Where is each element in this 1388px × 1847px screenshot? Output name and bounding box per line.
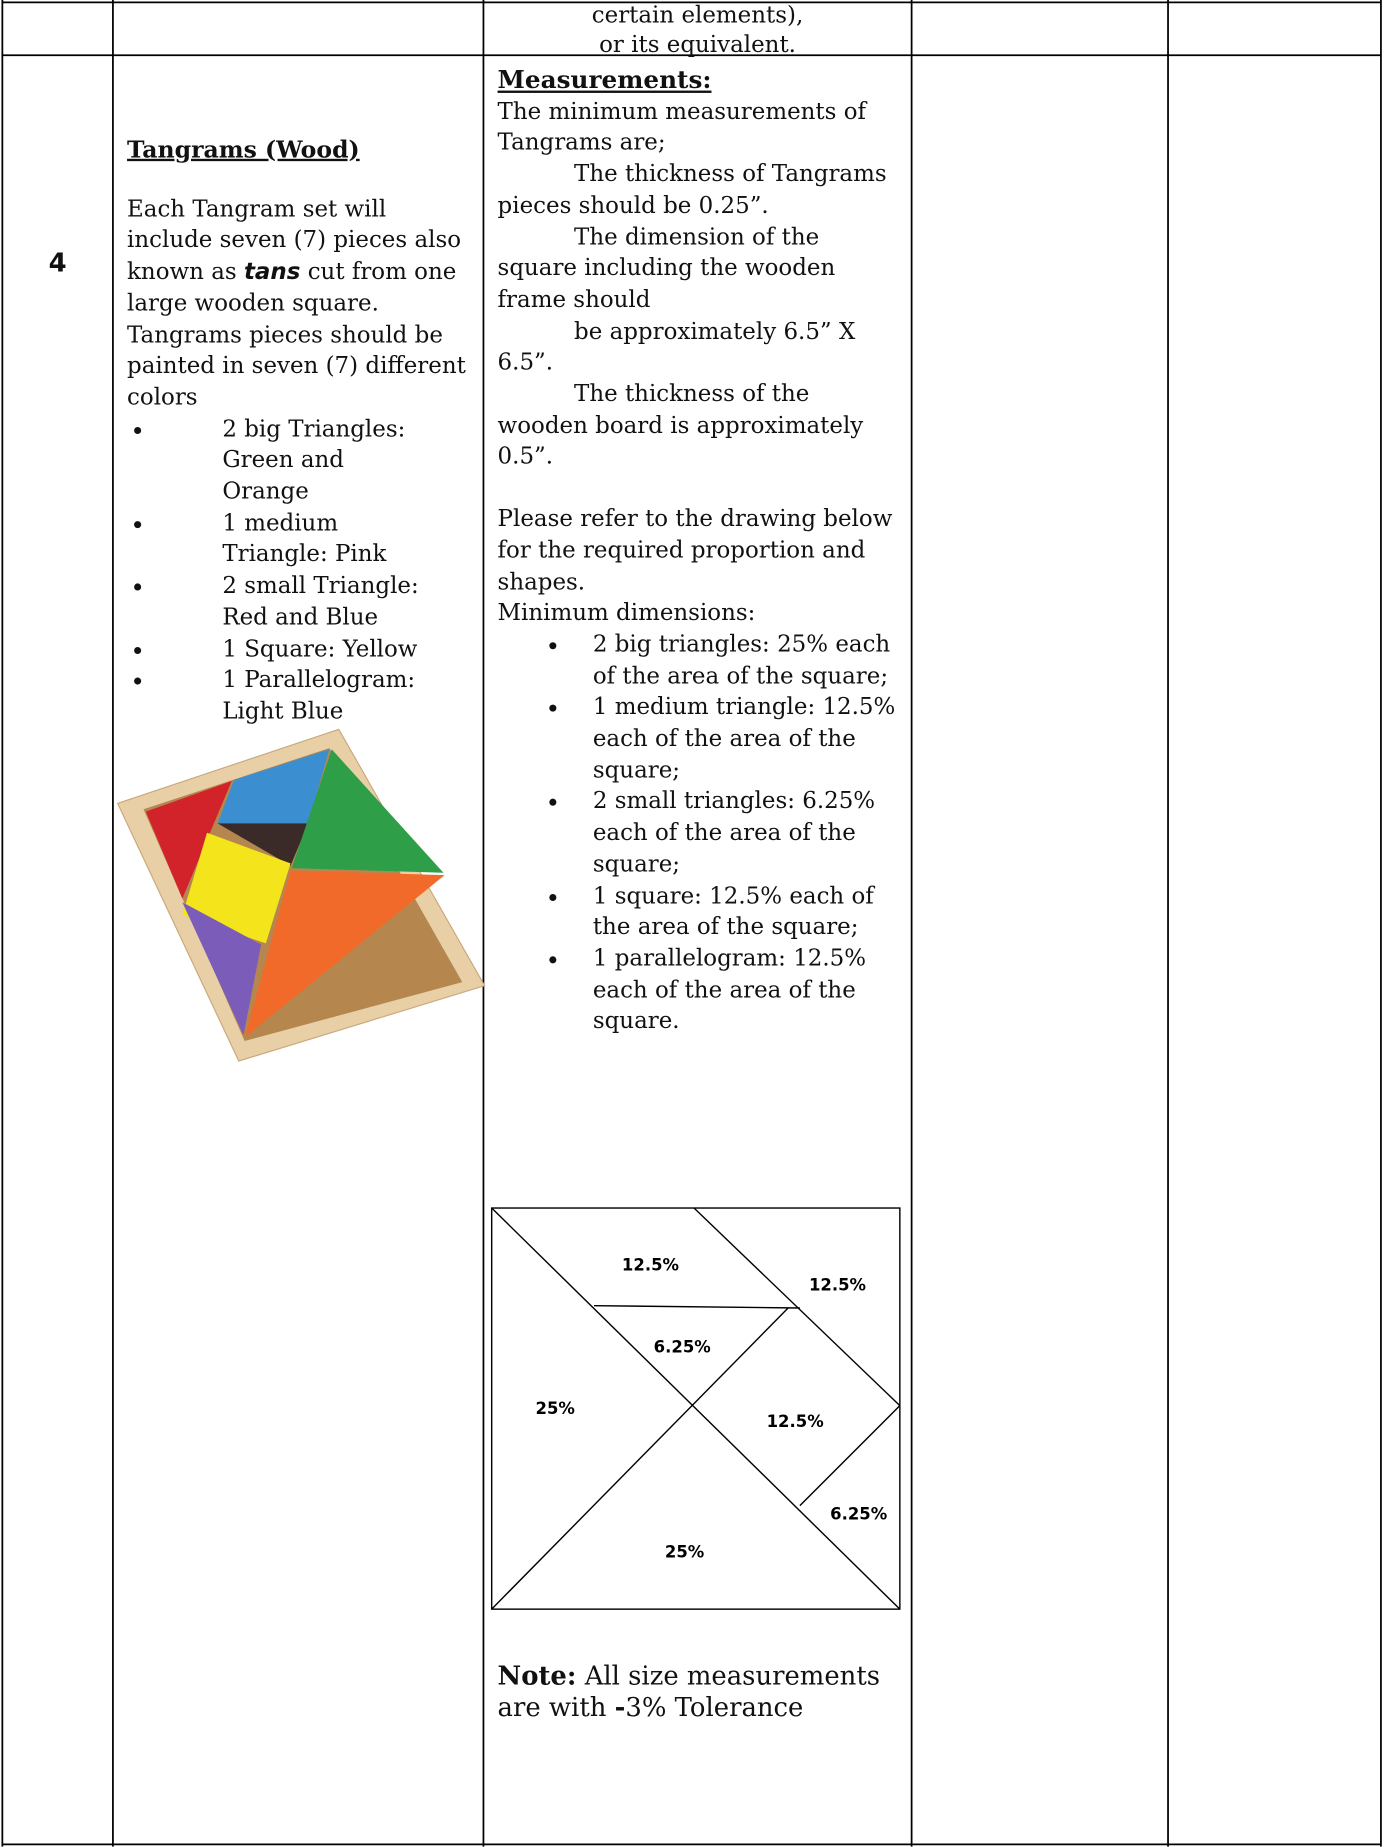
text: cut from one large wooden square. Tangra… — [127, 257, 466, 411]
text-line: certain elements), — [591, 1, 804, 29]
tangram-photo — [116, 728, 486, 1062]
spec-continued: certain elements), or its equivalent. — [483, 0, 911, 59]
item-description: Each Tangram set will include seven (7) … — [127, 194, 468, 414]
spec-intro: The minimum measurements of Tangrams are… — [497, 97, 867, 156]
diagram-label: 12.5% — [622, 1255, 679, 1274]
spec-cell: Measurements: The minimum measurements o… — [498, 65, 904, 1038]
text: - — [614, 1692, 626, 1724]
note-label: Note: — [497, 1660, 577, 1692]
spec-heading: Measurements: — [497, 64, 712, 95]
dimension-item: 2 small triangles: 6.25% each of the are… — [549, 786, 905, 880]
diagram-label: 25% — [536, 1399, 575, 1418]
requirements: The thickness of Tangrams pieces should … — [498, 159, 904, 473]
item-cell: Tangrams (Wood) Each Tangram set will in… — [127, 134, 468, 728]
emphasis: tans — [243, 257, 301, 285]
diagram-label: 12.5% — [809, 1275, 866, 1294]
reference: Please refer to the drawing below for th… — [497, 504, 893, 595]
requirement: The thickness of the wooden board is app… — [497, 379, 864, 470]
text: All size measurements are with — [497, 1662, 881, 1724]
text: Each Tangram set will include seven (7) … — [127, 194, 462, 285]
item-number: 4 — [48, 249, 67, 279]
text-line: or its equivalent. — [599, 30, 796, 58]
piece-item: 1 medium Triangle: Pink — [134, 508, 423, 571]
diagram-label: 25% — [665, 1542, 704, 1561]
note: Note: All size measurements are with -3%… — [498, 1661, 910, 1725]
dimension-item: 2 big triangles: 25% each of the area of… — [549, 629, 905, 692]
diagram-label: 6.25% — [830, 1505, 887, 1524]
piece-item: 2 small Triangle: Red and Blue — [134, 571, 423, 634]
requirement: be approximately 6.5” X 6.5”. — [497, 317, 856, 376]
requirement: The dimension of the square including th… — [497, 222, 836, 313]
dimension-list: 2 big triangles: 25% each of the area of… — [549, 629, 905, 1037]
dimensions-heading: Minimum dimensions: — [497, 599, 756, 627]
piece-item: 1 Square: Yellow — [134, 633, 423, 664]
tangram-diagram: 12.5% 12.5% 6.25% 25% 12.5% 6.25% 25% — [490, 1207, 901, 1610]
requirement: The thickness of Tangrams pieces should … — [497, 160, 887, 219]
diagram-label: 6.25% — [654, 1338, 711, 1357]
piece-list: 2 big Triangles: Green and Orange 1 mediu… — [134, 414, 423, 728]
piece-item: 2 big Triangles: Green and Orange — [134, 414, 423, 508]
text: 3% Tolerance — [625, 1693, 804, 1724]
piece-item: 1 Parallelogram: Light Blue — [134, 665, 423, 728]
dimension-item: 1 medium triangle: 12.5% each of the are… — [549, 692, 905, 786]
dimension-item: 1 square: 12.5% each of the area of the … — [549, 881, 905, 944]
diagram-label: 12.5% — [767, 1412, 824, 1431]
item-title: Tangrams (Wood) — [127, 135, 360, 164]
dimension-item: 1 parallelogram: 12.5% each of the area … — [549, 943, 905, 1037]
